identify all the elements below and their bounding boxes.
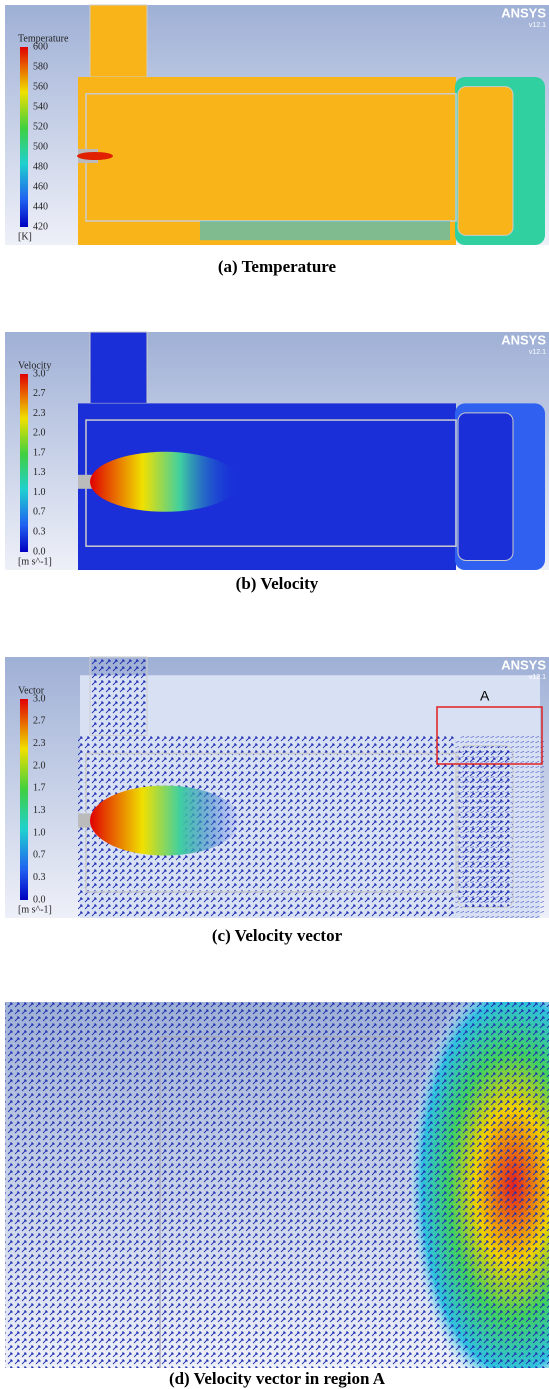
legend-title: Vector: [18, 685, 45, 696]
legend-tick: 520: [33, 121, 48, 132]
legend-tick: 0.7: [33, 507, 46, 518]
end-cap-inner: [457, 412, 514, 561]
legend-title: Temperature: [18, 33, 69, 44]
caption: (a) Temperature: [218, 257, 337, 276]
legend-tick: 0.3: [33, 527, 46, 538]
end-cap-inner: [457, 86, 514, 236]
legend-tick: 0.7: [33, 850, 46, 861]
legend-unit: [m s^-1]: [18, 556, 52, 567]
legend-tick: 2.3: [33, 738, 46, 749]
end-cap-inner: [457, 745, 514, 909]
main-body: [78, 77, 456, 245]
legend-tick: 1.7: [33, 447, 46, 458]
bottom-gradient: [200, 221, 450, 241]
legend-tick: 2.7: [33, 388, 46, 399]
flame-jet: [90, 785, 240, 856]
legend-tick: 1.0: [33, 827, 46, 838]
legend-tick: 1.0: [33, 487, 46, 498]
colorbar: [20, 374, 28, 552]
caption: (c) Velocity vector: [212, 926, 343, 945]
legend-tick: 580: [33, 61, 48, 72]
version: v12.1: [529, 22, 546, 29]
logo: ANSYS: [501, 5, 546, 20]
legend-tick: 600: [33, 41, 48, 52]
chimney: [89, 331, 148, 404]
chimney: [89, 4, 148, 78]
logo: ANSYS: [501, 332, 546, 347]
version: v12.1: [529, 349, 546, 356]
legend-tick: 0.0: [33, 546, 46, 557]
legend-tick: 440: [33, 201, 48, 212]
legend-tick: 540: [33, 101, 48, 112]
legend-tick: 460: [33, 181, 48, 192]
legend-tick: 0.0: [33, 894, 46, 905]
colorbar: [20, 699, 28, 900]
legend-tick: 500: [33, 141, 48, 152]
caption: (d) Velocity vector in region A: [169, 1369, 386, 1388]
legend-tick: 1.3: [33, 467, 46, 478]
legend-tick: 420: [33, 221, 48, 232]
legend-tick: 3.0: [33, 368, 46, 379]
legend-unit: [m s^-1]: [18, 904, 52, 915]
legend-unit: [K]: [18, 231, 32, 242]
legend-tick: 480: [33, 161, 48, 172]
legend-tick: 2.0: [33, 428, 46, 439]
legend-tick: 2.7: [33, 716, 46, 727]
legend-tick: 0.3: [33, 872, 46, 883]
legend-tick: 2.0: [33, 760, 46, 771]
region-box: [436, 706, 543, 765]
panel: (d) Velocity vector in region A: [5, 1002, 549, 1388]
vectors: [5, 1002, 549, 1368]
region-label: A: [480, 688, 490, 704]
legend-tick: 1.7: [33, 783, 46, 794]
legend-tick: 2.3: [33, 408, 46, 419]
chimney: [89, 656, 148, 736]
caption: (b) Velocity: [236, 574, 319, 593]
legend-tick: 560: [33, 81, 48, 92]
flame: [77, 152, 113, 160]
version: v12.1: [529, 674, 546, 681]
legend-title: Velocity: [18, 360, 51, 371]
logo: ANSYS: [501, 657, 546, 672]
legend-tick: 1.3: [33, 805, 46, 816]
legend-tick: 3.0: [33, 693, 46, 704]
colorbar: [20, 47, 28, 227]
flame-jet: [90, 451, 240, 512]
